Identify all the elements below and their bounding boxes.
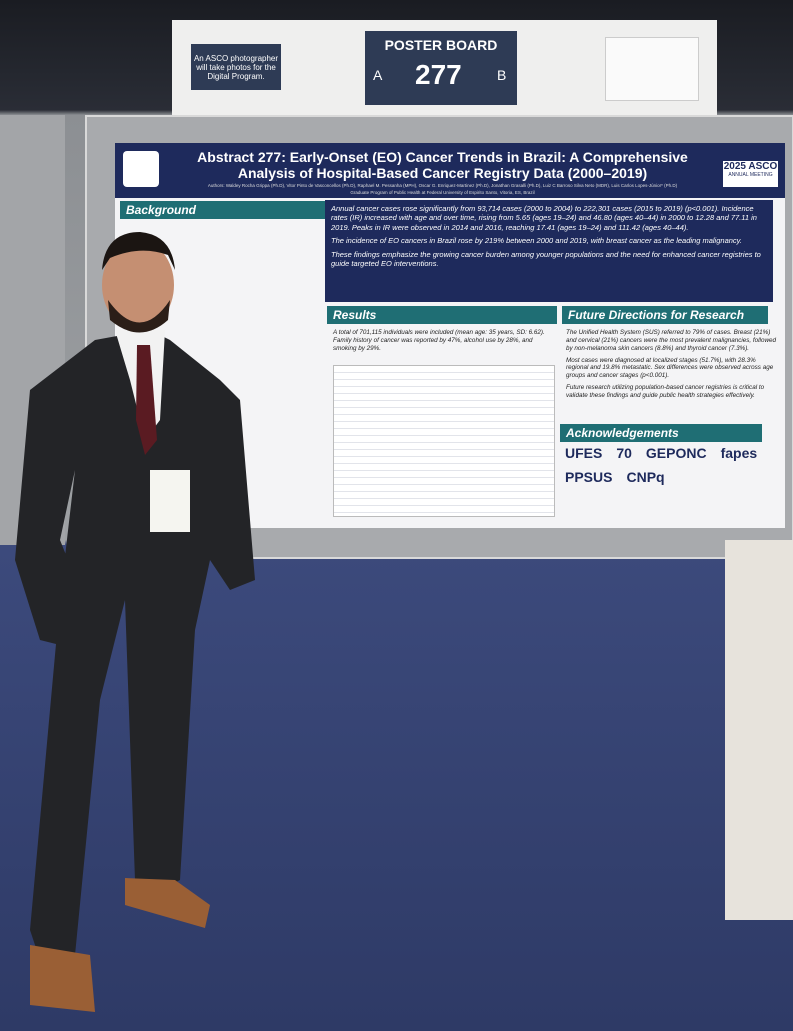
authors: Authors: Waldey Rocha Grippa (Ph.D), Vit… [207,183,678,188]
section-heading: Background [120,201,329,219]
bullet: These findings emphasize the growing can… [331,249,761,268]
side-b: B [497,67,507,83]
bullet: Most cases were diagnosed at localized s… [566,356,774,380]
meeting: 2025 ASCO [723,161,778,172]
section-heading: Results [327,306,557,324]
head [102,240,174,330]
bullet: The incidence of EO cancers in Brazil ro… [331,236,742,246]
bullet: The Unified Health System (SUS) referred… [566,329,776,352]
shoe [30,945,95,1012]
board-number-box: POSTER BOARD A 277 B [365,31,517,105]
side-a: A [373,67,383,83]
logo-text: fapes [720,445,758,461]
beard [108,300,170,333]
section-heading: Acknowledgements [560,424,762,442]
tie [136,345,157,455]
shoe [125,878,210,928]
board-label: POSTER BOARD [384,37,498,53]
meeting-sub: ANNUAL MEETING [728,172,773,178]
affiliation: Graduate Program of Public Health at Fed… [350,190,535,195]
bullet: Future research utilizing population-bas… [566,384,765,400]
poster-header [115,143,785,198]
findings-box: Annual cancer cases rose significantly f… [325,200,773,302]
instructions-sheet [605,37,699,101]
badge [150,470,190,532]
logo-text: GEPONC [645,445,707,461]
logo-text: 70 [616,445,632,461]
bullet: Annual cancer cases rose significantly f… [331,204,757,232]
logo [123,151,159,187]
meeting-logo: 2025 ASCO ANNUAL MEETING [723,161,778,187]
section-heading: Future Directions for Research [562,306,768,324]
suit [15,330,255,960]
bullet: A total of 701,115 individuals were incl… [333,329,545,352]
side-wall [725,540,793,920]
logos: UFES 70 GEPONC fapes PPSUS CNPq [565,445,775,485]
results-text: A total of 701,115 individuals were incl… [327,325,555,357]
logo-text: UFES [565,445,603,461]
board-number: 277 [415,59,462,90]
sign-note: An ASCO photographer will take photos fo… [191,44,281,90]
logo-text: CNPq [626,469,665,485]
future-text: The Unified Health System (SUS) referred… [560,325,785,404]
results-table [333,365,555,517]
poster-title: Abstract 277: Early-Onset (EO) Cancer Tr… [197,149,688,182]
logo-text: PPSUS [565,469,613,485]
hair [102,232,175,270]
